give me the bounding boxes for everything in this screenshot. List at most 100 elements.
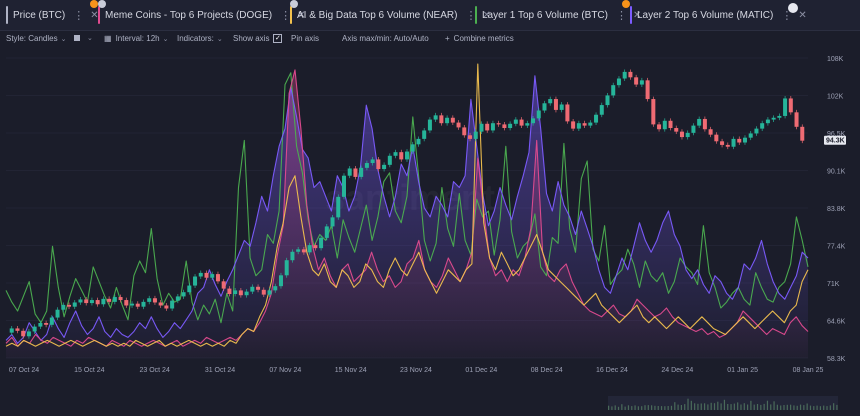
candle-body — [462, 127, 467, 136]
candle-body — [742, 137, 747, 143]
more-icon[interactable]: ⋮ — [73, 9, 85, 22]
candle-body — [490, 123, 495, 131]
tab-label: Meme Coins - Top 6 Projects (DOGE) — [105, 9, 273, 21]
candle-body — [307, 245, 312, 253]
navigator-bar — [664, 406, 666, 410]
candle-body — [427, 119, 432, 131]
candle-body — [513, 119, 518, 124]
navigator-bar — [674, 402, 676, 410]
combine-metrics-button[interactable]: + Combine metrics — [445, 34, 514, 43]
tab-layer-2[interactable]: Layer 2 Top 6 Volume (MATIC) ⋮ ✕ — [622, 0, 807, 26]
indicators-dropdown[interactable]: Indicators: ⌄ — [177, 34, 223, 43]
show-axis-toggle[interactable]: Show axis ✓ — [233, 34, 283, 43]
candle-body — [330, 217, 335, 227]
candle-body — [152, 298, 157, 303]
navigator-bar — [737, 402, 739, 410]
chart-canvas[interactable]: santiment 108K102K96.5K90.1K83.8K77.4K71… — [0, 50, 860, 416]
volume-areas — [6, 69, 808, 359]
navigator[interactable] — [608, 396, 838, 410]
x-tick-label: 08 Dec 24 — [531, 367, 563, 374]
candle-body — [233, 290, 238, 295]
navigator-bar — [677, 404, 679, 410]
candle-body — [536, 110, 541, 119]
navigator-bar — [727, 404, 729, 410]
pin-axis-toggle[interactable]: Pin axis — [291, 34, 319, 43]
candle-body — [783, 98, 788, 116]
candle-body — [657, 124, 662, 130]
candle-body — [118, 297, 123, 301]
btc-badge-icon — [622, 0, 630, 8]
navigator-bar — [617, 406, 620, 410]
y-tick-label: 96.5K — [827, 131, 846, 138]
candle-body — [107, 298, 112, 302]
candle-body — [605, 95, 610, 106]
more-icon[interactable]: ⋮ — [616, 9, 627, 22]
navigator-bar — [660, 406, 663, 410]
close-icon[interactable]: ✕ — [90, 9, 99, 21]
close-icon[interactable]: ✕ — [297, 9, 306, 21]
tab-ai-big-data[interactable]: AI & Big Data Top 6 Volume (NEAR) ⋮ ✕ — [290, 0, 491, 26]
navigator-bar — [657, 406, 659, 410]
candle-body — [485, 123, 490, 131]
navigator-bar — [694, 403, 696, 410]
navigator-bar — [819, 406, 821, 410]
candle-body — [84, 299, 89, 304]
tab-label: Layer 2 Top 6 Volume (MATIC) — [637, 9, 774, 21]
tab-price-btc[interactable]: Price (BTC) ⋮ ✕ — [6, 0, 99, 26]
navigator-bar — [786, 404, 788, 410]
candle-body — [313, 245, 318, 249]
more-icon[interactable]: ⋮ — [280, 9, 292, 22]
candle-body — [364, 163, 369, 168]
candle-body — [576, 123, 581, 129]
x-tick-label: 15 Oct 24 — [74, 367, 104, 374]
add-metric-icon[interactable] — [788, 3, 798, 13]
navigator-bar — [790, 404, 792, 410]
navigator-bar — [773, 401, 775, 410]
candle-body — [439, 115, 444, 124]
close-icon[interactable]: ✕ — [482, 9, 491, 21]
navigator-bar — [826, 406, 828, 410]
candle-body — [256, 286, 261, 290]
candle-body — [553, 99, 558, 110]
candle-body — [170, 300, 175, 309]
candle-body — [628, 71, 633, 78]
candle-body — [198, 272, 203, 277]
close-icon[interactable]: ✕ — [633, 9, 642, 21]
candle-body — [359, 167, 364, 177]
checkbox-checked-icon[interactable]: ✓ — [273, 34, 283, 43]
candle-body — [135, 303, 140, 307]
style-label: Style: Candles — [6, 34, 58, 43]
candle-body — [685, 132, 690, 138]
style-dropdown[interactable]: Style: Candles ⌄ — [6, 34, 66, 43]
candle-body — [158, 302, 163, 306]
candle-body — [525, 123, 530, 126]
x-axis: 07 Oct 24 15 Oct 24 23 Oct 24 31 Oct 24 07 N… — [9, 367, 824, 374]
candle-body — [387, 155, 392, 165]
candle-body — [737, 138, 742, 143]
chevron-down-icon: ⌄ — [162, 35, 169, 43]
color-picker[interactable]: ⌄ — [74, 34, 93, 42]
series-line — [5, 72, 809, 324]
navigator-bar — [770, 404, 772, 410]
tab-layer-1[interactable]: Layer 1 Top 6 Volume (BTC) ⋮ ✕ — [475, 4, 641, 26]
axis-minmax-control[interactable]: Axis max/min: Auto/Auto — [342, 34, 429, 43]
more-icon[interactable]: ⋮ — [781, 9, 793, 22]
more-icon[interactable]: ⋮ — [465, 9, 477, 22]
x-tick-label: 07 Nov 24 — [269, 367, 301, 374]
tab-meme-coins[interactable]: Meme Coins - Top 6 Projects (DOGE) ⋮ ✕ — [98, 0, 306, 26]
interval-label: Interval: 12h — [115, 34, 160, 43]
interval-dropdown[interactable]: ▦ Interval: 12h ⌄ — [104, 34, 168, 43]
candle-body — [450, 117, 455, 123]
candle-body — [141, 301, 146, 307]
navigator-bar — [753, 404, 755, 410]
navigator-bar — [760, 404, 762, 410]
price-candles — [9, 69, 805, 339]
candle-body — [714, 134, 719, 142]
last-price-marker: 94.3K — [824, 135, 846, 145]
navigator-bar — [680, 405, 683, 410]
tab-label: Price (BTC) — [13, 9, 66, 21]
close-icon[interactable]: ✕ — [798, 9, 807, 21]
candle-body — [347, 168, 352, 176]
candle-body — [210, 274, 215, 278]
candle-body — [67, 304, 72, 307]
